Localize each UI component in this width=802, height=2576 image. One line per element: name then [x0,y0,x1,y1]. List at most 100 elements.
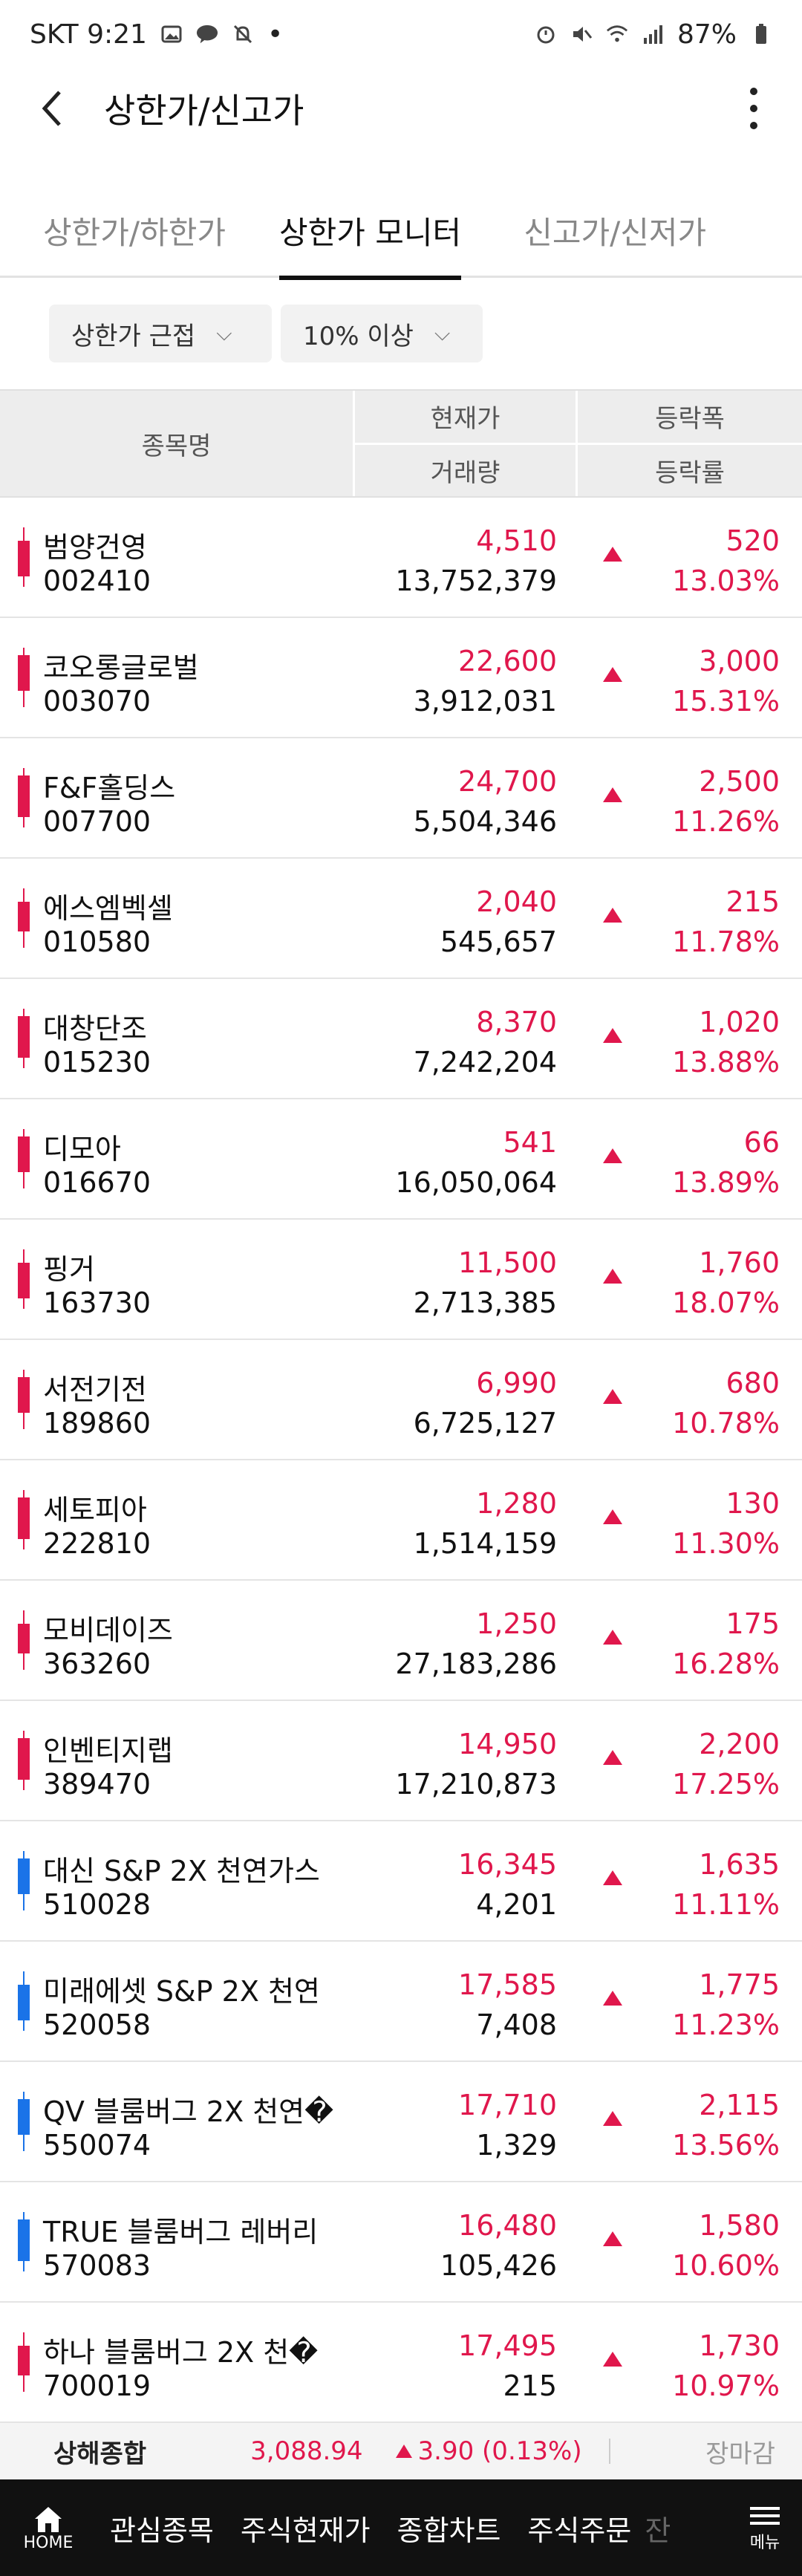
stock-name: 핑거 [43,1253,95,1286]
nav-order[interactable]: 주식주문 [527,2514,632,2547]
stock-code: 363260 [43,1648,151,1680]
tab-bar: 상한가/하한가 상한가 모니터 신고가/신저가 [0,193,802,280]
table-row[interactable]: 코오롱글로벌 003070 22,600 3,912,031 3,000 15.31% [0,618,802,738]
stock-code: 010580 [43,926,151,958]
table-row[interactable]: 인벤티지랩 389470 14,950 17,210,873 2,200 17.25% [0,1701,802,1821]
current-price: 2,040 [476,885,557,918]
page-title: 상한가/신고가 [104,91,304,131]
tab-upper-lower-limit[interactable]: 상한가/하한가 [43,215,226,251]
candle-icon [16,768,31,827]
price-change: 1,580 [699,2209,780,2242]
table-row[interactable]: 세토피아 222810 1,280 1,514,159 130 11.30% [0,1460,802,1581]
table-row[interactable]: 하나 블룸버그 2X 천� 700019 17,495 215 1,730 10.97% [0,2303,802,2423]
index-change-text: 3.90 (0.13%) [417,2436,582,2466]
stock-code: 003070 [43,685,151,718]
volume: 5,504,346 [413,805,557,838]
index-ticker[interactable]: 상해종합 3,088.94 3.90 (0.13%) 장마감 [0,2423,802,2479]
price-change: 215 [726,885,780,918]
stock-name: F&F홀딩스 [43,772,176,804]
header-name[interactable]: 종목명 [0,391,355,496]
stock-name: QV 블룸버그 2X 천연� [43,2095,334,2128]
menu-button[interactable]: 메뉴 [728,2479,802,2576]
stock-name: 모비데이즈 [43,1614,173,1647]
menu-label: 메뉴 [749,2534,780,2552]
type-dropdown[interactable]: 상한가 근접 ⌵ [49,305,272,362]
nav-chart[interactable]: 종합차트 [397,2514,501,2547]
up-triangle-icon [603,1750,622,1765]
stock-code: 222810 [43,1527,151,1560]
type-dropdown-value: 상한가 근접 [71,321,196,351]
nav-watchlist[interactable]: 관심종목 [110,2514,214,2547]
change-rate: 13.89% [672,1166,780,1199]
up-triangle-icon [603,2111,622,2126]
change-rate: 11.78% [672,926,780,958]
header-change[interactable]: 등락폭 [578,391,802,445]
volume: 6,725,127 [413,1407,557,1440]
current-price: 24,700 [458,765,557,798]
notification-muted-icon [232,23,254,45]
table-row[interactable]: 에스엠벡셀 010580 2,040 545,657 215 11.78% [0,859,802,979]
tab-new-high-low[interactable]: 신고가/신저가 [524,215,707,251]
current-price: 14,950 [458,1728,557,1760]
table-row[interactable]: QV 블룸버그 2X 천연� 550074 17,710 1,329 2,115 13.5… [0,2062,802,2182]
price-change: 1,635 [699,1848,780,1881]
candle-icon [16,1971,31,2031]
table-row[interactable]: 대신 S&P 2X 천연가스 510028 16,345 4,201 1,635 11.1… [0,1821,802,1942]
table-row[interactable]: 범양건영 002410 4,510 13,752,379 520 13.03% [0,498,802,618]
header-rate[interactable]: 등락률 [655,458,725,488]
table-row[interactable]: 대창단조 015230 8,370 7,242,204 1,020 13.88% [0,979,802,1099]
table-row[interactable]: F&F홀딩스 007700 24,700 5,504,346 2,500 11.26% [0,738,802,859]
home-button[interactable]: HOME [0,2479,97,2576]
header-volume[interactable]: 거래량 [430,458,501,488]
gallery-icon [160,23,183,45]
hamburger-icon [750,2502,780,2529]
tab-upper-limit-monitor[interactable]: 상한가 모니터 [279,193,462,280]
candle-icon [16,527,31,587]
current-price: 16,345 [458,1848,557,1881]
filter-bar: 상한가 근접 ⌵ 10% 이상 ⌵ [0,278,802,389]
price-change: 1,020 [699,1006,780,1038]
volume: 545,657 [440,926,557,958]
current-price: 1,250 [476,1607,557,1640]
table-row[interactable]: 핑거 163730 11,500 2,713,385 1,760 18.07% [0,1220,802,1340]
dot [750,104,757,112]
candle-icon [16,2212,31,2271]
table-row[interactable]: TRUE 블룸버그 레버리 570083 16,480 105,426 1,580 10.… [0,2182,802,2303]
more-options-button[interactable] [735,82,772,134]
change-rate: 13.03% [672,565,780,597]
change-rate: 11.30% [672,1527,780,1560]
volume: 7,242,204 [413,1046,557,1079]
table-row[interactable]: 서전기전 189860 6,990 6,725,127 680 10.78% [0,1340,802,1460]
stock-code: 520058 [43,2009,151,2041]
stock-code: 015230 [43,1046,151,1079]
up-triangle-icon [603,1870,622,1885]
candle-icon [16,1610,31,1670]
stock-code: 002410 [43,565,151,597]
volume: 4,201 [476,1888,557,1921]
battery-icon [750,23,772,45]
wifi-icon [606,23,628,45]
back-button[interactable] [37,86,82,131]
threshold-dropdown[interactable]: 10% 이상 ⌵ [281,305,483,362]
current-price: 17,585 [458,1968,557,2001]
change-rate: 10.78% [672,1407,780,1440]
table-row[interactable]: 미래에셋 S&P 2X 천연 520058 17,585 7,408 1,775 11.2… [0,1942,802,2062]
stock-code: 007700 [43,805,151,838]
header-change-rate: 등락폭 등락률 [578,391,802,496]
volume: 7,408 [476,2009,557,2041]
up-triangle-icon [603,1148,622,1163]
nav-more-cut[interactable]: 잔 [645,2514,671,2547]
header-price[interactable]: 현재가 [355,391,576,445]
table-row[interactable]: 모비데이즈 363260 1,250 27,183,286 175 16.28% [0,1581,802,1701]
index-change: 3.90 (0.13%) [395,2436,582,2466]
stock-code: 389470 [43,1768,151,1801]
up-triangle-icon [603,1991,622,2006]
stock-code: 016670 [43,1166,151,1199]
price-change: 2,200 [699,1728,780,1760]
price-change: 1,775 [699,1968,780,2001]
current-price: 17,710 [458,2089,557,2121]
table-row[interactable]: 디모아 016670 541 16,050,064 66 13.89% [0,1099,802,1220]
market-status: 장마감 [705,2439,775,2469]
battery-text: 87% [677,19,737,50]
nav-stock-price[interactable]: 주식현재가 [240,2514,371,2547]
